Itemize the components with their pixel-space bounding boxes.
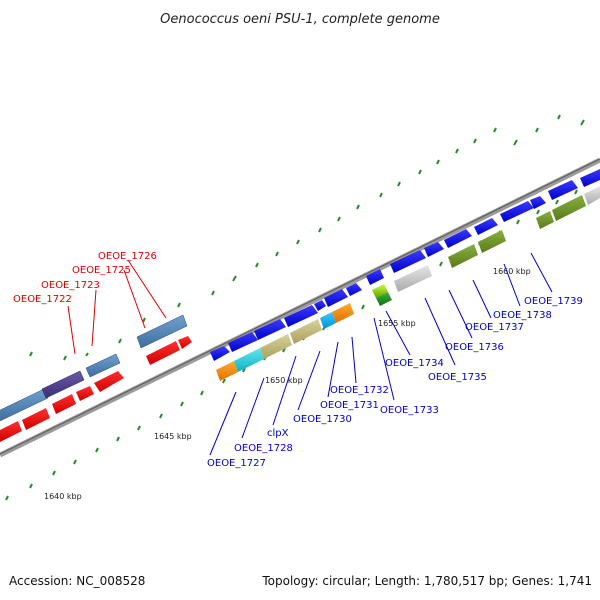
gene-label: OEOE_1727 bbox=[207, 458, 266, 469]
gene-labels-top: OEOE_1726 OEOE_1725 OEOE_1723 OEOE_1722 bbox=[13, 251, 167, 355]
gene-feature bbox=[41, 370, 85, 399]
gene-label: OEOE_1738 bbox=[493, 310, 552, 321]
kbp-label: 1660 kbp bbox=[493, 267, 531, 276]
gene-feature bbox=[0, 388, 49, 422]
kbp-label: 1655 kbp bbox=[378, 319, 416, 328]
gene-feature bbox=[394, 265, 432, 292]
gene-label: clpX bbox=[267, 428, 289, 439]
gene-labels-bottom: OEOE_1739 OEOE_1738 OEOE_1737 OEOE_1736 … bbox=[207, 252, 583, 469]
gene-feature bbox=[390, 250, 426, 273]
gene-feature bbox=[584, 186, 600, 205]
gene-feature bbox=[324, 289, 348, 307]
gene-feature bbox=[76, 386, 94, 401]
gene-label: OEOE_1737 bbox=[465, 322, 524, 333]
gene-feature bbox=[85, 353, 121, 378]
gene-feature bbox=[314, 300, 326, 311]
genes-red bbox=[0, 336, 192, 442]
gene-feature bbox=[260, 334, 292, 359]
gene-feature bbox=[146, 341, 180, 365]
gene-label: OEOE_1726 bbox=[98, 251, 157, 262]
genes-top-left bbox=[0, 314, 188, 422]
gene-label: OEOE_1736 bbox=[445, 342, 504, 353]
gene-label: OEOE_1725 bbox=[72, 265, 131, 276]
gene-feature bbox=[216, 361, 238, 381]
gene-label: OEOE_1723 bbox=[41, 280, 100, 291]
gene-feature bbox=[530, 196, 546, 209]
gene-label: OEOE_1731 bbox=[320, 400, 379, 411]
genes-blue bbox=[210, 169, 600, 361]
gene-feature bbox=[320, 312, 336, 329]
gene-feature bbox=[22, 408, 50, 430]
gene-feature bbox=[444, 229, 472, 248]
kbp-label: 1640 kbp bbox=[44, 492, 82, 501]
gene-feature bbox=[0, 421, 22, 442]
gene-label: OEOE_1728 bbox=[234, 443, 293, 454]
gene-feature bbox=[478, 230, 506, 253]
genes-colored-lower bbox=[216, 186, 600, 381]
gene-feature bbox=[178, 336, 192, 349]
gene-feature bbox=[474, 218, 498, 235]
gene-feature bbox=[552, 195, 586, 221]
gene-feature bbox=[52, 394, 76, 414]
gene-feature bbox=[366, 269, 384, 285]
gene-feature bbox=[536, 211, 554, 229]
gene-feature bbox=[332, 303, 354, 323]
gene-label: OEOE_1735 bbox=[428, 372, 487, 383]
gene-feature bbox=[254, 319, 286, 340]
outer-tick-marks bbox=[29, 114, 585, 361]
gene-feature bbox=[136, 314, 188, 349]
gene-feature bbox=[234, 348, 264, 372]
kbp-label: 1645 kbp bbox=[154, 432, 192, 441]
genome-backbone bbox=[0, 157, 600, 458]
gene-feature bbox=[548, 180, 578, 200]
gene-feature bbox=[346, 283, 362, 296]
gene-label: OEOE_1722 bbox=[13, 294, 72, 305]
gene-feature bbox=[424, 242, 444, 257]
gene-feature bbox=[284, 305, 318, 327]
gene-feature bbox=[94, 371, 124, 392]
gene-label: OEOE_1730 bbox=[293, 414, 352, 425]
accession-text: Accession: NC_008528 bbox=[9, 574, 145, 588]
topology-text: Topology: circular; Length: 1,780,517 bp… bbox=[261, 574, 592, 588]
gene-feature bbox=[448, 244, 478, 268]
kbp-labels: 1640 kbp 1645 kbp 1650 kbp 1655 kbp 1660… bbox=[44, 267, 531, 501]
gene-feature bbox=[210, 346, 230, 361]
gene-feature bbox=[372, 284, 388, 298]
gene-feature bbox=[228, 332, 258, 352]
gene-label: OEOE_1734 bbox=[385, 358, 444, 369]
map-title: Oenococcus oeni PSU-1, complete genome bbox=[160, 12, 440, 27]
gene-feature bbox=[580, 169, 600, 187]
gene-label: OEOE_1732 bbox=[330, 385, 389, 396]
kbp-label: 1650 kbp bbox=[265, 376, 303, 385]
gene-feature bbox=[376, 292, 392, 306]
gene-label: OEOE_1739 bbox=[524, 296, 583, 307]
gene-feature bbox=[500, 201, 534, 222]
gene-label: OEOE_1733 bbox=[380, 405, 439, 416]
gene-feature bbox=[290, 319, 322, 344]
